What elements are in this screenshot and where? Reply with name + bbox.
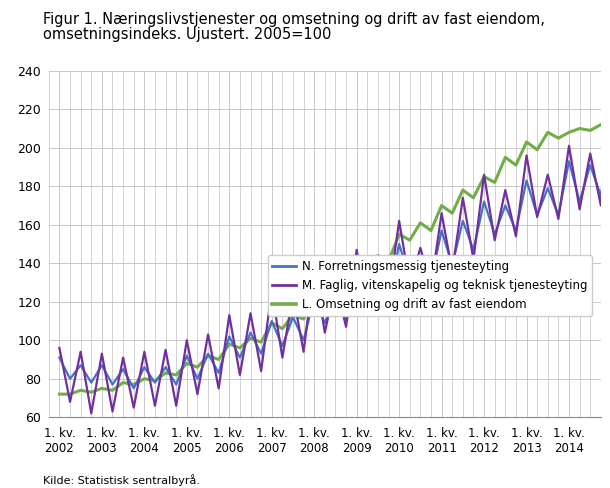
Text: omsetningsindeks. Ujustert. 2005=100: omsetningsindeks. Ujustert. 2005=100 bbox=[43, 27, 331, 42]
Legend: N. Forretningsmessig tjenesteyting, M. Faglig, vitenskapelig og teknisk tjeneste: N. Forretningsmessig tjenesteyting, M. F… bbox=[268, 255, 592, 316]
Text: Figur 1. Næringslivstjenester og omsetning og drift av fast eiendom,: Figur 1. Næringslivstjenester og omsetni… bbox=[43, 12, 545, 27]
Text: Kilde: Statistisk sentralbyrå.: Kilde: Statistisk sentralbyrå. bbox=[43, 474, 199, 486]
